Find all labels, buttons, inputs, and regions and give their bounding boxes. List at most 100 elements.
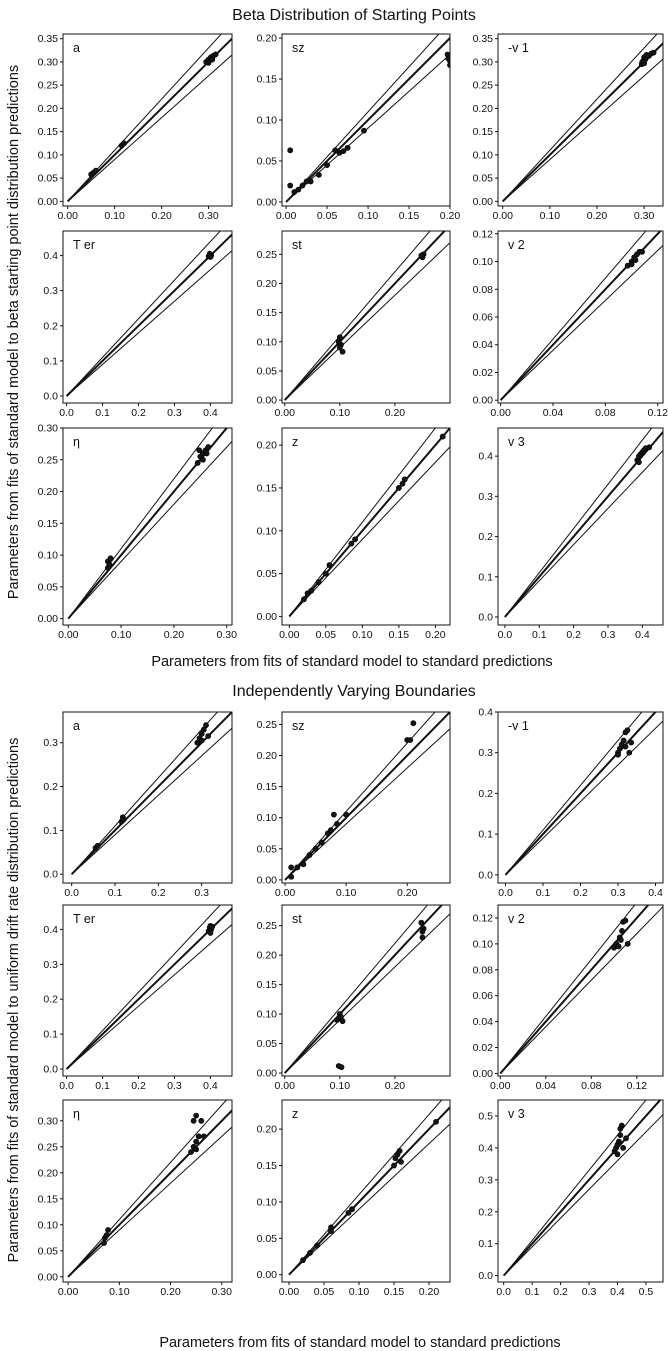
scatter-panel: 0.00 0.04 0.08 0.12 0.00 0.02 0.04 0.06 0.08 0.10… [473,904,664,1092]
x-tick-label: 0.15 [389,629,410,641]
x-tick-label: 0.20 [151,210,172,222]
y-tick-label: 0.00 [473,395,494,407]
data-point [646,444,653,451]
lower-ratio-line [500,244,663,401]
data-points [638,49,657,68]
y-tick-label: 0.20 [257,440,278,452]
y-tick-label: 0.08 [473,284,494,296]
plot-frame [497,1099,664,1283]
identity-line [288,1105,450,1276]
y-tick-label: 0.2 [478,1206,493,1218]
data-point [193,1138,200,1145]
data-points [624,248,645,269]
data-point [315,171,322,178]
x-tick-label: 0.2 [566,629,581,641]
y-tick-label: 0.15 [473,126,494,138]
x-tick-label: 0.4 [203,1080,218,1092]
y-tick-label: 0.00 [257,395,278,407]
data-points [615,727,635,758]
y-tick-label: 0.08 [473,964,494,976]
y-tick-label: 0.5 [478,1110,493,1122]
scatter-panel: 0.00 0.10 0.20 0.00 0.05 0.10 0.15 0.20 0.25 st [257,230,451,419]
x-tick-label: 0.12 [627,1080,648,1092]
reference-lines [285,34,450,203]
x-tick-label: 0.20 [419,1286,440,1298]
data-point [308,587,315,594]
data-point [318,839,325,846]
x-tick-label: 0.00 [490,407,511,419]
panel-label: -v 1 [508,719,529,733]
reference-lines [284,905,450,1074]
upper-ratio-line [284,231,431,401]
y-tick-label: 0.4 [478,1142,493,1154]
data-point [107,555,114,562]
y-tick-label: 0.10 [257,525,278,537]
panel-label: st [292,238,302,252]
x-tick-label: 0.12 [648,407,668,419]
data-point [120,816,127,823]
y-tick-label: 0.06 [473,312,494,324]
data-point [306,852,313,858]
data-point [103,1232,110,1239]
x-tick-label: 0.00 [57,210,78,222]
y-tick-label: 0.00 [257,611,278,623]
x-tick-label: 0.1 [95,1080,110,1092]
reference-lines [502,1100,663,1277]
x-tick-label: 0.04 [543,407,564,419]
y-tick-label: 0.1 [478,1238,493,1250]
data-point [203,450,210,457]
y-tick-label: 0.0 [43,869,58,881]
lower-ratio-line [284,241,450,401]
panel-label: v 2 [508,912,525,926]
x-tick-label: 0.00 [275,407,296,419]
identity-line [504,430,663,618]
x-tick-label: 0.0 [59,407,74,419]
data-point [301,596,307,603]
x-tick-label: 0.0 [59,1080,74,1092]
data-point [334,1017,340,1023]
data-point [101,1240,107,1246]
data-points [611,1122,629,1158]
panel-grid-independent: 0.0 0.1 0.2 0.30.00.10.20.3a 0.00 0.10 0.20 0.0… [38,707,664,1298]
x-tick-label: 0.2 [131,407,146,419]
y-tick-label: 0.00 [473,196,494,208]
reference-lines [502,34,663,203]
data-point [294,864,301,871]
y-tick-label: 0.15 [38,518,59,530]
scatter-panel: 0.0 0.1 0.2 0.3 0.0 0.1 0.2 0.3 a [43,711,233,899]
data-point [205,733,212,740]
data-points [634,444,653,466]
data-point [327,827,334,834]
data-point [188,1149,194,1155]
lower-ratio-line [502,58,663,202]
x-tick-label: 0.10 [540,210,561,222]
y-tick-label: 0.15 [257,1160,278,1172]
y-tick-label: 0.2 [478,531,493,543]
x-tick-label: 0.10 [109,1286,130,1298]
lower-ratio-line [505,720,663,876]
data-point [287,182,294,189]
lower-ratio-line [66,249,232,397]
x-tick-label: 0.1 [532,629,547,641]
scatter-panel: 0.0 0.1 0.2 0.3 0.4 0.0 0.1 0.2 0.3 0.4 T er [43,904,233,1092]
x-tick-label: 0.00 [275,887,296,899]
data-point [626,749,633,756]
data-point [352,536,358,543]
x-tick-label: 0.15 [399,210,420,222]
y-tick-label: 0.05 [257,155,278,167]
lower-ratio-line [284,913,450,1074]
data-point [336,334,343,341]
x-tick-label: 0.1 [536,887,551,899]
x-tick-label: 0.00 [275,1080,296,1092]
upper-ratio-line [288,428,437,617]
y-tick-label: 0.30 [38,423,59,435]
panel-label: η [73,435,80,449]
x-tick-label: 0.3 [167,1080,182,1092]
y-tick-label: 0.15 [257,979,278,991]
y-tick-label: 0.30 [38,1115,59,1127]
x-axis-label-beta: Parameters from fits of standard model t… [151,654,552,670]
x-tick-label: 0.4 [610,1286,625,1298]
data-point [650,49,657,56]
y-tick-label: 0.15 [257,482,278,494]
reference-lines [504,428,663,618]
